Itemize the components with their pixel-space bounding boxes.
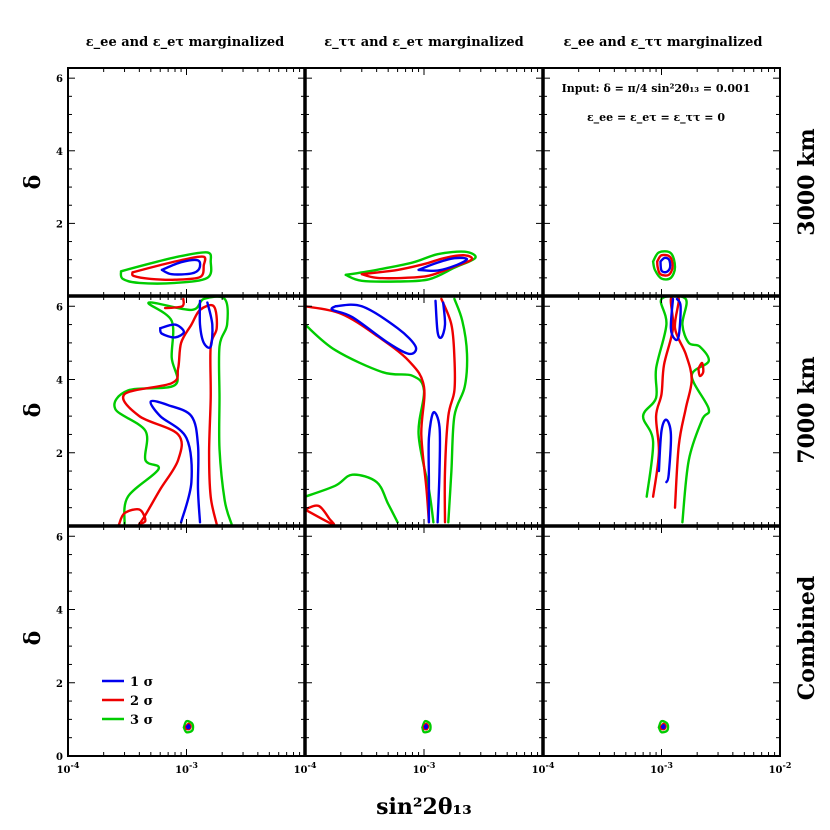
contour-3sigma-r2c2-17 [305,323,435,524]
contour-3sigma-r2c2-16 [305,473,399,524]
contour-3sigma-r1c3-6 [651,250,677,281]
contour-2sigma-r2c3-26 [651,296,693,509]
x-tick-label: 10-4 [532,760,555,776]
y-tick-label: 4 [56,147,63,158]
contour-3sigma-r1c2-3 [344,250,477,283]
contour-1sigma-r3c3-38 [660,724,666,730]
row-label-3: Combined [794,576,820,701]
contour-2sigma-r1c3-7 [656,253,674,277]
legend-label-1sigma: 1 σ [130,675,153,690]
y-tick-label: 2 [56,219,63,230]
contour-1sigma-r1c2-5 [417,256,469,273]
legend: 1 σ 2 σ 3 σ [102,675,153,728]
x-tick-label: 10-4 [294,760,317,776]
contour-3sigma-r3c1-30 [182,719,195,734]
contour-2sigma-r2c1-12 [163,297,186,310]
y-tick-label: 2 [56,449,63,460]
contour-1sigma-r2c1-13 [149,399,202,524]
contour-2sigma-r2c1-10 [117,508,147,526]
x-axis-label: sin²2θ₁₃ [376,794,472,820]
panel-frame-r1c2 [304,67,544,297]
x-tick-label: 10-3 [413,760,436,776]
contour-1sigma-r2c1-14 [159,323,186,339]
contour-3sigma-r1c1-0 [119,251,213,285]
contour-2sigma-r1c1-1 [130,255,207,281]
contour-1sigma-r2c1-15 [198,299,214,349]
column-title-3: ε_ee and ε_ττ marginalized [564,35,763,50]
contour-2sigma-r2c3-27 [697,361,705,378]
column-title-1: ε_ee and ε_eτ marginalized [86,35,284,50]
y-tick-label: 6 [56,302,63,313]
y-tick-label: 2 [56,679,63,690]
y-axis-label-1: δ [20,175,46,190]
contour-3sigma-r3c3-36 [657,719,670,734]
y-tick-label: 6 [56,74,63,85]
column-title-2: ε_ττ and ε_eτ marginalized [324,35,523,50]
contour-1sigma-r2c2-22 [330,303,418,356]
contour-1sigma-r2c3-29 [669,297,682,342]
contour-1sigma-r3c2-35 [423,724,429,730]
contour-1sigma-r2c3-28 [657,418,673,484]
x-tick-label: 10-2 [769,760,792,776]
contour-2sigma-r2c2-21 [440,297,457,524]
contour-3sigma-r2c1-9 [113,296,233,526]
row-label-2: 7000 km [794,356,820,463]
contour-2sigma-r2c1-11 [122,303,219,526]
contour-2sigma-r2c2-19 [305,504,336,526]
panel-frame-r2c3 [542,295,781,527]
annotation-input: Input: δ = π/4 sin²2θ₁₃ = 0.001 [562,82,751,95]
x-tick-label: 10-3 [650,760,673,776]
y-tick-label: 0 [56,752,63,763]
contour-1sigma-r2c2-24 [434,299,447,340]
y-tick-label: 4 [56,376,63,387]
y-axis-label-2: δ [20,403,46,418]
contour-3sigma-r2c3-25 [641,296,711,524]
legend-label-2sigma: 2 σ [130,694,153,709]
contour-1sigma-r1c1-2 [160,258,202,276]
contour-3sigma-r2c2-18 [447,297,469,524]
contour-1sigma-r3c1-32 [185,724,191,730]
y-tick-label: 6 [56,532,63,543]
x-tick-label: 10-4 [57,760,80,776]
contour-2sigma-r2c2-20 [305,305,431,524]
annotation-epsilon: ε_ee = ε_eτ = ε_ττ = 0 [587,111,725,125]
y-tick-label: 4 [56,606,63,617]
x-tick-label: 10-3 [175,760,198,776]
legend-label-3sigma: 3 σ [130,713,153,728]
contour-1sigma-r2c2-23 [427,410,442,524]
contour-3sigma-r3c2-33 [421,719,432,734]
y-axis-label-3: δ [20,631,46,646]
row-label-1: 3000 km [794,128,820,235]
contour-1sigma-r1c3-8 [659,256,672,274]
contour-2sigma-r1c2-4 [360,254,474,280]
